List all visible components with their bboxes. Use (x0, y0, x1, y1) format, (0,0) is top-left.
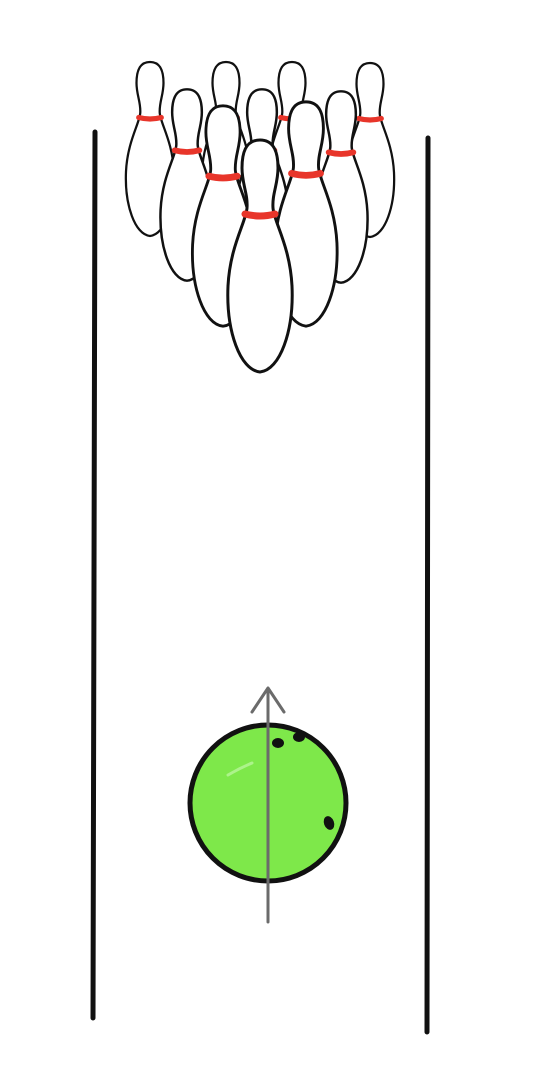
pin-group (126, 62, 394, 372)
finger-hole-icon (323, 816, 335, 830)
direction-arrow-icon (250, 686, 286, 924)
left-gutter-line (90, 129, 98, 1021)
finger-hole-icon (293, 732, 305, 742)
finger-hole-icon (272, 738, 284, 748)
right-gutter-line (424, 135, 431, 1035)
